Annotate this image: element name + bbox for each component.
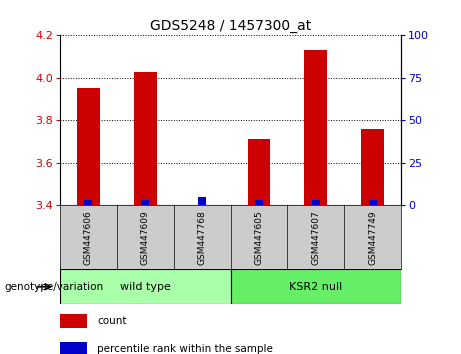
Bar <box>230 269 401 304</box>
Text: GSM447749: GSM447749 <box>368 210 377 265</box>
Bar <box>255 200 263 205</box>
Bar <box>60 269 230 304</box>
Bar <box>77 88 100 205</box>
Bar <box>361 129 384 205</box>
Bar <box>134 72 157 205</box>
Text: percentile rank within the sample: percentile rank within the sample <box>97 344 273 354</box>
Text: GSM447607: GSM447607 <box>311 210 320 265</box>
Bar <box>141 200 149 205</box>
Title: GDS5248 / 1457300_at: GDS5248 / 1457300_at <box>150 19 311 33</box>
Text: wild type: wild type <box>120 282 171 292</box>
Text: GSM447609: GSM447609 <box>141 210 150 265</box>
Text: count: count <box>97 316 127 326</box>
Bar <box>60 342 87 354</box>
Bar <box>198 197 206 205</box>
Text: GSM447606: GSM447606 <box>84 210 93 265</box>
Bar <box>60 314 87 328</box>
Text: GSM447768: GSM447768 <box>198 210 207 265</box>
Text: KSR2 null: KSR2 null <box>289 282 343 292</box>
Bar <box>304 50 327 205</box>
Text: GSM447605: GSM447605 <box>254 210 263 265</box>
Bar <box>312 200 320 205</box>
Bar <box>248 139 270 205</box>
Bar <box>84 200 92 205</box>
Bar <box>369 200 377 205</box>
Text: genotype/variation: genotype/variation <box>5 282 104 292</box>
